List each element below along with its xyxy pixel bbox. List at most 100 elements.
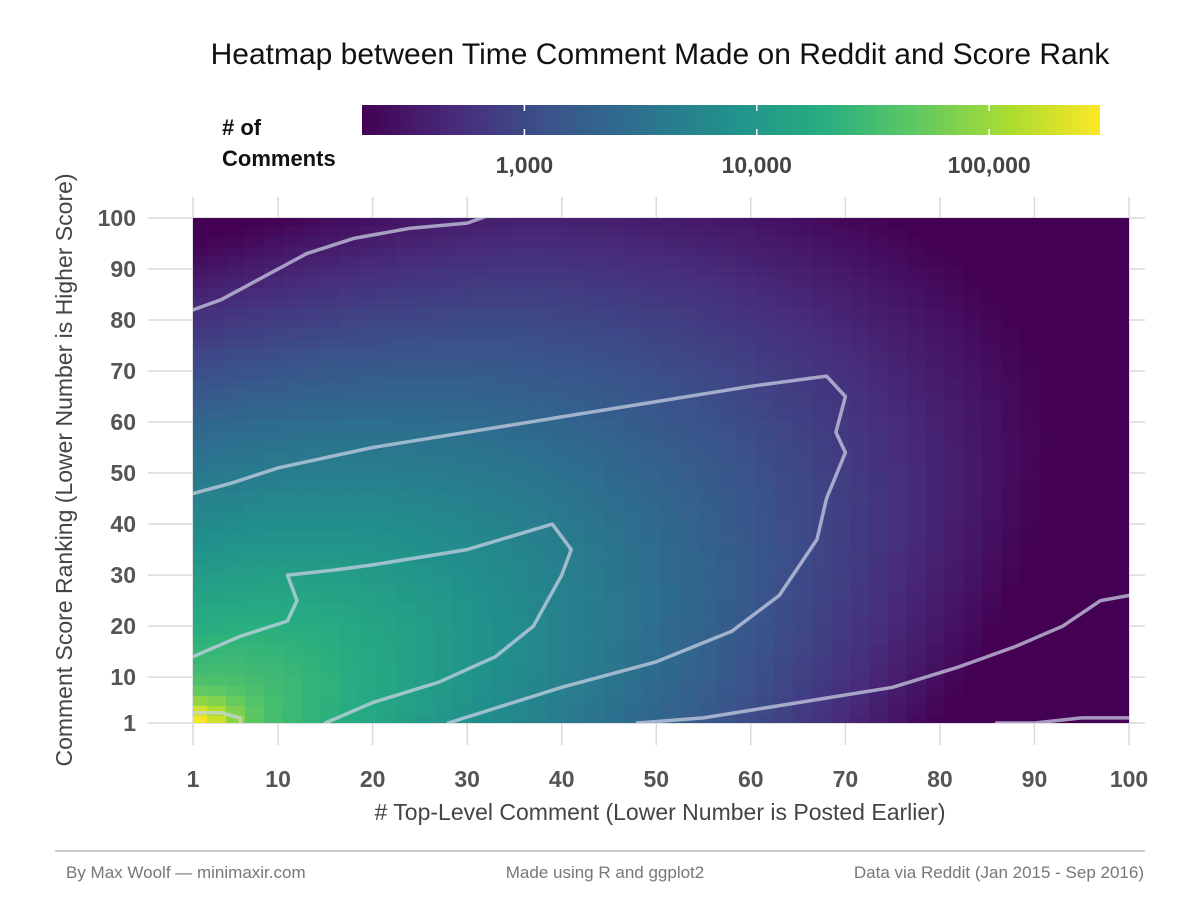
heatmap-cell — [339, 225, 360, 237]
heatmap-cell — [831, 450, 851, 462]
heatmap-cell — [736, 378, 757, 390]
heatmap-cell — [585, 664, 606, 676]
heatmap-cell — [736, 582, 757, 594]
heatmap-cell — [585, 603, 606, 615]
heatmap-cell — [566, 307, 587, 319]
heatmap-cell — [1114, 664, 1129, 676]
heatmap-cell — [831, 337, 851, 349]
heatmap-cell — [698, 246, 719, 258]
heatmap-cell — [887, 409, 908, 421]
heatmap-cell — [793, 501, 814, 513]
heatmap-cell — [453, 633, 473, 645]
heatmap-cell — [736, 592, 757, 604]
heatmap-cell — [415, 429, 435, 441]
heatmap-cell — [717, 613, 738, 625]
heatmap-cell — [604, 246, 624, 258]
heatmap-cell — [193, 715, 208, 723]
heatmap-cell — [490, 654, 511, 666]
heatmap-cell — [717, 552, 738, 564]
heatmap-cell — [1095, 684, 1116, 696]
heatmap-cell — [509, 674, 530, 686]
heatmap-cell — [906, 480, 927, 492]
heatmap-cell — [585, 297, 606, 309]
heatmap-cell — [623, 684, 643, 696]
heatmap-cell — [207, 358, 227, 370]
heatmap-cell — [207, 307, 227, 319]
heatmap-cell — [982, 419, 1003, 431]
heatmap-cell — [850, 327, 870, 339]
heatmap-cell — [887, 654, 908, 666]
heatmap-cell — [415, 388, 435, 400]
heatmap-cell — [226, 562, 246, 574]
heatmap-cell — [282, 348, 303, 360]
heatmap-cell — [320, 337, 341, 349]
heatmap-cell — [320, 327, 341, 339]
heatmap-cell — [245, 378, 265, 390]
heatmap-cell — [396, 603, 416, 615]
heatmap-cell — [623, 368, 643, 380]
heatmap-cell — [698, 286, 719, 298]
heatmap-cell — [963, 572, 984, 584]
heatmap-cell — [509, 470, 530, 482]
heatmap-cell — [925, 592, 946, 604]
heatmap-cell — [1001, 480, 1022, 492]
heatmap-cell — [377, 674, 398, 686]
heatmap-cell — [869, 297, 889, 309]
heatmap-cell — [869, 470, 889, 482]
heatmap-cell — [679, 399, 700, 411]
heatmap-cell — [1077, 654, 1097, 666]
heatmap-cell — [661, 327, 681, 339]
heatmap-cell — [736, 317, 757, 329]
heatmap-cell — [755, 256, 776, 268]
heatmap-cell — [736, 623, 757, 635]
heatmap-cell — [736, 654, 757, 666]
heatmap-cell — [245, 480, 265, 492]
heatmap-cell — [320, 246, 341, 258]
heatmap-cell — [453, 429, 473, 441]
heatmap-cell — [415, 378, 435, 390]
heatmap-cell — [1039, 470, 1059, 482]
heatmap-cell — [226, 613, 246, 625]
heatmap-cell — [1001, 307, 1022, 319]
heatmap-cell — [774, 286, 795, 298]
heatmap-cell — [812, 531, 832, 543]
heatmap-cell — [193, 429, 208, 441]
heatmap-cell — [1020, 531, 1040, 543]
heatmap-cell — [471, 470, 492, 482]
heatmap-cell — [982, 348, 1003, 360]
heatmap-cell — [207, 582, 227, 594]
heatmap-cell — [566, 266, 587, 278]
heatmap-cell — [301, 218, 322, 227]
heatmap-cell — [812, 388, 832, 400]
heatmap-cell — [925, 307, 946, 319]
heatmap-cell — [415, 694, 435, 706]
heatmap-cell — [1095, 501, 1116, 513]
heatmap-cell — [193, 541, 208, 553]
heatmap-cell — [193, 286, 208, 298]
heatmap-cell — [1114, 490, 1129, 502]
heatmap-cell — [566, 694, 587, 706]
heatmap-cell — [944, 501, 965, 513]
heatmap-cell — [434, 337, 454, 349]
heatmap-cell — [887, 419, 908, 431]
heatmap-cell — [1001, 654, 1022, 666]
heatmap-cell — [320, 531, 341, 543]
heatmap-cell — [736, 297, 757, 309]
heatmap-cell — [887, 541, 908, 553]
heatmap-cell — [661, 429, 681, 441]
heatmap-cell — [793, 664, 814, 676]
heatmap-cell — [679, 674, 700, 686]
heatmap-cell — [528, 337, 549, 349]
heatmap-cell — [453, 582, 473, 594]
heatmap-cell — [812, 552, 832, 564]
heatmap-cell — [377, 603, 398, 615]
heatmap-cell — [736, 368, 757, 380]
heatmap-cell — [301, 521, 322, 533]
heatmap-cell — [282, 337, 303, 349]
heatmap-cell — [193, 348, 208, 360]
heatmap-cell — [226, 256, 246, 268]
heatmap-cell — [263, 235, 284, 247]
heatmap-cell — [623, 521, 643, 533]
heatmap-cell — [679, 368, 700, 380]
heatmap-cell — [377, 613, 398, 625]
